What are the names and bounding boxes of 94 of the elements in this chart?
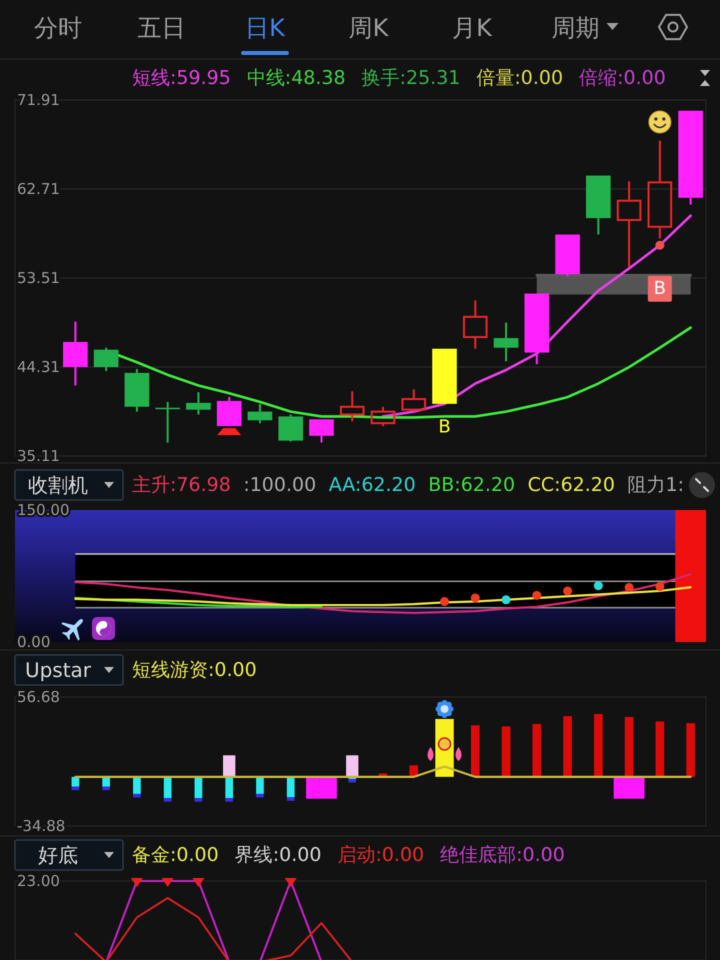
bar	[223, 755, 236, 777]
bar	[133, 776, 141, 794]
point	[624, 582, 634, 592]
text: 启动:0.00	[337, 844, 424, 866]
text: 界线:0.00	[234, 844, 322, 866]
point	[594, 581, 603, 590]
y-tick-label: 56.68	[17, 688, 60, 706]
bar	[72, 786, 80, 790]
bar	[225, 776, 234, 798]
y-tick-label: -34.88	[17, 817, 66, 835]
candlestick	[278, 414, 304, 443]
y-tick-label: 44.31	[17, 358, 60, 376]
candlestick	[586, 176, 611, 236]
bar	[348, 778, 356, 782]
line-series	[74, 573, 692, 614]
bar	[502, 726, 510, 777]
text: 中线:48.38	[246, 67, 346, 89]
candlestick	[432, 348, 457, 404]
text: 分时	[34, 14, 82, 42]
y-tick-label: 71.91	[17, 91, 60, 109]
text: 阻力1:	[628, 474, 684, 496]
text: 备金:0.00	[132, 844, 219, 866]
bar	[686, 723, 695, 777]
candlestick	[216, 396, 242, 426]
candlestick	[186, 391, 211, 416]
candlestick	[340, 390, 365, 422]
text: 日K	[245, 14, 286, 42]
candlestick	[616, 180, 642, 268]
point	[470, 594, 480, 602]
point	[655, 582, 664, 592]
bar	[102, 786, 110, 790]
text: 短线游资:0.00	[132, 659, 257, 681]
bar	[563, 716, 572, 777]
point	[532, 590, 542, 600]
chart-title: Upstar	[24, 658, 92, 682]
y-tick-label: 53.51	[17, 269, 60, 287]
text: 五日	[138, 14, 186, 42]
y-tick-label: 62.71	[17, 180, 60, 198]
candlestick	[555, 234, 580, 278]
chart-title: 收割机	[28, 473, 88, 497]
bar	[72, 776, 80, 787]
point	[563, 586, 572, 596]
text: 绝佳底部:0.00	[440, 844, 565, 866]
bar	[194, 776, 202, 798]
bar	[286, 797, 295, 801]
text: 倍缩:0.00	[579, 67, 666, 89]
chart-title: 好底	[38, 843, 78, 867]
line-series	[74, 596, 323, 608]
text: 周K	[348, 14, 390, 42]
y-tick-label: 35.11	[17, 447, 60, 465]
candlestick	[370, 406, 396, 428]
candlestick	[648, 140, 672, 240]
bar	[256, 776, 264, 794]
bar	[286, 776, 295, 798]
point	[502, 595, 511, 604]
text: 周期	[552, 14, 600, 42]
candlestick	[401, 388, 426, 413]
text: 短线:59.95	[132, 67, 231, 89]
data-label: B	[654, 278, 666, 300]
bar	[346, 755, 358, 777]
candlestick	[124, 368, 150, 413]
candlestick	[524, 294, 550, 366]
y-tick-label: 0.00	[17, 633, 50, 651]
candlestick	[678, 110, 703, 206]
bar	[594, 714, 603, 777]
bar	[194, 798, 202, 802]
text: 倍量:0.00	[476, 67, 564, 89]
text: 月K	[452, 14, 494, 42]
bar	[256, 794, 264, 798]
bar	[532, 724, 542, 777]
bar	[614, 776, 644, 799]
bar	[656, 721, 664, 777]
text: 换手:25.31	[362, 67, 460, 89]
candlestick	[155, 400, 180, 444]
bar	[624, 716, 634, 777]
bar	[306, 776, 337, 799]
bar	[470, 725, 480, 777]
point	[440, 597, 450, 606]
bar	[164, 798, 172, 802]
candlestick	[309, 419, 334, 444]
bar	[225, 798, 234, 802]
text: 主升:76.98	[132, 474, 231, 496]
text: B	[438, 416, 451, 438]
text: CC:62.20	[528, 474, 615, 496]
candlestick	[94, 346, 118, 372]
candlestick	[494, 322, 518, 362]
text: :100.00	[243, 474, 316, 496]
text: AA:62.20	[328, 474, 416, 496]
candlestick	[462, 299, 488, 350]
text: 23.00	[17, 872, 60, 890]
candlestick	[63, 320, 88, 386]
text: BB:62.20	[428, 474, 516, 496]
bar	[133, 794, 141, 798]
bar	[164, 776, 172, 798]
